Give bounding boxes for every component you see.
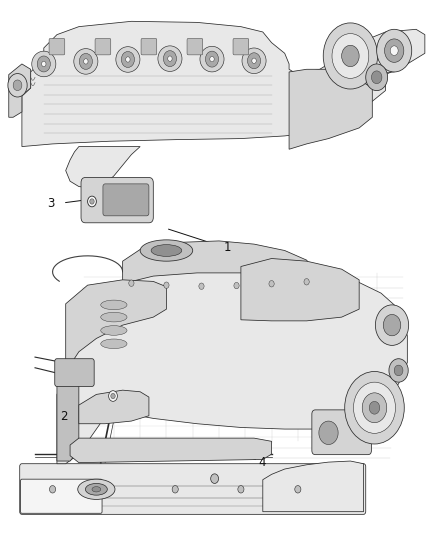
Ellipse shape: [101, 312, 127, 322]
Circle shape: [269, 280, 274, 287]
FancyBboxPatch shape: [95, 38, 111, 55]
Circle shape: [362, 393, 387, 423]
Circle shape: [211, 474, 219, 483]
Ellipse shape: [247, 53, 261, 69]
Circle shape: [383, 314, 401, 336]
Circle shape: [295, 486, 301, 493]
Circle shape: [323, 23, 378, 89]
Circle shape: [199, 283, 204, 289]
Polygon shape: [57, 365, 79, 461]
Ellipse shape: [101, 300, 127, 310]
Circle shape: [319, 421, 338, 445]
Circle shape: [304, 279, 309, 285]
Circle shape: [342, 45, 359, 67]
FancyBboxPatch shape: [187, 38, 203, 55]
Ellipse shape: [121, 52, 134, 68]
Ellipse shape: [37, 56, 50, 72]
Circle shape: [164, 282, 169, 288]
Circle shape: [90, 199, 94, 204]
Ellipse shape: [140, 240, 193, 261]
Ellipse shape: [78, 479, 115, 499]
Polygon shape: [66, 280, 166, 368]
Ellipse shape: [101, 326, 127, 335]
Ellipse shape: [84, 59, 88, 64]
Polygon shape: [22, 21, 425, 147]
Text: 4: 4: [258, 456, 266, 469]
Ellipse shape: [79, 53, 92, 69]
Polygon shape: [289, 69, 372, 149]
Circle shape: [172, 486, 178, 493]
FancyBboxPatch shape: [21, 479, 102, 513]
FancyBboxPatch shape: [233, 38, 249, 55]
FancyBboxPatch shape: [141, 38, 157, 55]
Circle shape: [377, 29, 412, 72]
Ellipse shape: [32, 51, 56, 77]
Polygon shape: [79, 390, 149, 424]
Circle shape: [13, 80, 22, 91]
Circle shape: [353, 382, 396, 433]
Circle shape: [238, 486, 244, 493]
Circle shape: [49, 486, 56, 493]
Circle shape: [111, 393, 115, 399]
Polygon shape: [241, 259, 359, 321]
Text: 2: 2: [60, 410, 67, 423]
Ellipse shape: [42, 61, 46, 67]
Ellipse shape: [151, 245, 182, 256]
FancyBboxPatch shape: [55, 359, 94, 386]
Ellipse shape: [85, 483, 107, 495]
Circle shape: [109, 391, 117, 401]
Text: 3: 3: [47, 197, 54, 210]
Polygon shape: [66, 147, 140, 188]
Polygon shape: [70, 438, 272, 463]
Circle shape: [129, 280, 134, 286]
Circle shape: [106, 486, 113, 493]
Ellipse shape: [242, 48, 266, 74]
FancyBboxPatch shape: [20, 464, 366, 514]
FancyBboxPatch shape: [49, 38, 65, 55]
Circle shape: [390, 46, 398, 55]
Circle shape: [369, 401, 380, 414]
Polygon shape: [263, 461, 364, 512]
Circle shape: [345, 372, 404, 444]
Ellipse shape: [163, 51, 177, 67]
Circle shape: [375, 305, 409, 345]
Circle shape: [366, 64, 388, 91]
Ellipse shape: [252, 58, 256, 63]
FancyBboxPatch shape: [312, 410, 371, 455]
Polygon shape: [123, 241, 315, 284]
Circle shape: [8, 74, 27, 97]
Polygon shape: [57, 261, 407, 464]
FancyBboxPatch shape: [81, 177, 153, 223]
Text: 1: 1: [224, 241, 232, 254]
Ellipse shape: [74, 49, 98, 74]
Polygon shape: [9, 64, 31, 117]
Ellipse shape: [200, 46, 224, 72]
Ellipse shape: [92, 487, 101, 492]
Ellipse shape: [168, 56, 172, 61]
Circle shape: [394, 365, 403, 376]
Circle shape: [371, 71, 382, 84]
Ellipse shape: [210, 56, 214, 62]
FancyBboxPatch shape: [103, 184, 149, 216]
Ellipse shape: [101, 339, 127, 349]
Circle shape: [234, 282, 239, 289]
Ellipse shape: [205, 51, 219, 67]
Circle shape: [88, 196, 96, 207]
Circle shape: [389, 359, 408, 382]
Circle shape: [385, 39, 404, 62]
Ellipse shape: [158, 46, 182, 71]
Ellipse shape: [104, 189, 137, 211]
Ellipse shape: [116, 47, 140, 72]
Ellipse shape: [126, 57, 130, 62]
Circle shape: [332, 34, 369, 78]
Circle shape: [114, 192, 127, 208]
